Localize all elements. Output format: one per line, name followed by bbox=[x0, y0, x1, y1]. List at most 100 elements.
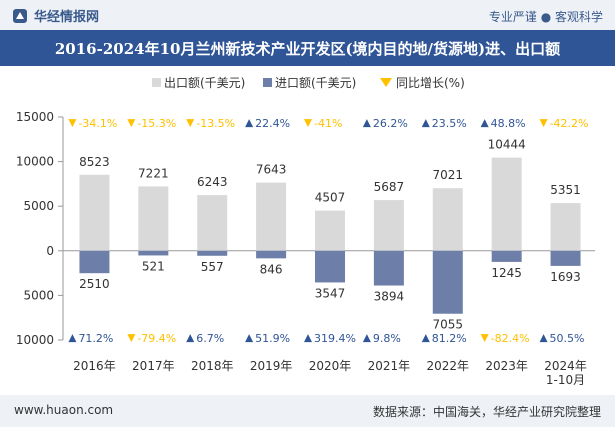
import-value-label: 3547 bbox=[315, 286, 346, 300]
x-tick-label: 2018年 bbox=[191, 359, 234, 373]
import-bar bbox=[197, 250, 228, 256]
export-growth-label-up-icon bbox=[362, 119, 371, 128]
import-growth-label: 9.8% bbox=[373, 332, 401, 345]
export-bar bbox=[79, 174, 110, 251]
legend-import-label: 进口额(千美元) bbox=[275, 76, 356, 90]
import-value-label: 846 bbox=[260, 262, 283, 276]
logo: 华经情报网 bbox=[12, 6, 99, 25]
import-value-label: 1245 bbox=[491, 266, 522, 280]
export-growth-label-up-icon bbox=[245, 119, 254, 128]
import-growth-label: 81.2% bbox=[432, 332, 467, 345]
chart-title: 2016-2024年10月兰州新技术产业开发区(境内目的地/货源地)进、出口额 bbox=[54, 40, 561, 58]
export-bar bbox=[197, 195, 228, 251]
data-source: 数据来源：中国海关，华经产业研究院整理 bbox=[372, 405, 601, 419]
import-value-label: 7055 bbox=[433, 318, 464, 332]
chart-svg: 出口额(千美元) 进口额(千美元) 同比增长(%) 15000 10000 5000 0 5… bbox=[16, 76, 595, 387]
import-bar bbox=[550, 250, 581, 266]
import-growth-label: 71.2% bbox=[78, 332, 113, 345]
export-bar bbox=[315, 210, 345, 251]
export-growth-label: -34.1% bbox=[78, 117, 117, 130]
x-tick-label: 2021年 bbox=[368, 359, 411, 373]
y-tick-label: 15000 bbox=[16, 110, 54, 124]
export-growth-label: 23.5% bbox=[432, 117, 467, 130]
export-bar bbox=[491, 157, 522, 251]
footer-bar bbox=[0, 395, 615, 427]
x-tick-label: 2019年 bbox=[250, 359, 293, 373]
export-growth-label-down-icon bbox=[68, 119, 77, 128]
import-bar bbox=[79, 250, 110, 274]
import-growth-label: -79.4% bbox=[137, 332, 176, 345]
export-growth-label-down-icon bbox=[539, 119, 548, 128]
import-growth-label-up-icon bbox=[304, 334, 312, 343]
import-value-label: 2510 bbox=[79, 277, 110, 291]
import-growth-label-up-icon bbox=[245, 334, 254, 343]
export-value-label: 7221 bbox=[138, 166, 169, 180]
huajing-logo-icon bbox=[13, 8, 27, 23]
y-tick-label: 5000 bbox=[23, 199, 54, 213]
x-tick-label: 2017年 bbox=[132, 359, 175, 373]
website-link[interactable]: www.huaon.com bbox=[14, 403, 114, 417]
legend-import-swatch bbox=[263, 78, 272, 87]
import-value-label: 557 bbox=[201, 260, 224, 274]
export-growth-label: -13.5% bbox=[196, 117, 235, 130]
title-bar bbox=[0, 30, 615, 66]
import-growth-label-up-icon bbox=[186, 334, 195, 343]
logo-text: 华经情报网 bbox=[34, 10, 100, 25]
legend-growth-icon bbox=[380, 78, 392, 87]
header-bar bbox=[0, 0, 615, 30]
export-bar bbox=[432, 188, 463, 251]
export-growth-label: -15.3% bbox=[137, 117, 176, 130]
export-growth-label-down-icon bbox=[304, 119, 312, 128]
import-bar bbox=[315, 250, 345, 283]
legend-export-swatch bbox=[152, 78, 161, 87]
x-tick-label: 2023年 bbox=[485, 359, 528, 373]
x-tick-label: 2022年 bbox=[427, 359, 470, 373]
import-growth-label: 51.9% bbox=[255, 332, 290, 345]
export-growth-label: -41% bbox=[314, 117, 342, 130]
import-value-label: 521 bbox=[142, 259, 165, 273]
export-growth-label: 26.2% bbox=[373, 117, 408, 130]
import-growth-label-up-icon bbox=[68, 334, 77, 343]
import-growth-label: 50.5% bbox=[550, 332, 585, 345]
import-growth-label: 6.7% bbox=[196, 332, 224, 345]
import-growth-label: -82.4% bbox=[491, 332, 530, 345]
x-tick-label: 2016年 bbox=[73, 359, 116, 373]
export-bar bbox=[256, 182, 287, 251]
export-value-label: 7021 bbox=[433, 168, 464, 182]
legend: 出口额(千美元) 进口额(千美元) 同比增长(%) bbox=[152, 76, 465, 90]
import-growth-label: 319.4% bbox=[314, 332, 356, 345]
export-growth-label: 22.4% bbox=[255, 117, 290, 130]
x-tick-label: 2024年 bbox=[544, 359, 587, 373]
export-growth-label-up-icon bbox=[480, 119, 489, 128]
export-value-label: 10444 bbox=[488, 138, 526, 152]
import-bar bbox=[432, 250, 463, 314]
import-growth-label-down-icon bbox=[480, 334, 489, 343]
import-bar bbox=[373, 250, 404, 286]
x-tick-label: 2020年 bbox=[309, 359, 352, 373]
export-growth-label: -42.2% bbox=[550, 117, 589, 130]
legend-export-label: 出口额(千美元) bbox=[164, 76, 245, 90]
import-value-label: 1693 bbox=[550, 270, 581, 284]
export-bar bbox=[138, 186, 169, 251]
export-value-label: 7643 bbox=[256, 163, 287, 177]
data-labels: 8523 2510 -34.1% 71.2% 7221 521 -15.3% -79.4% 62… bbox=[68, 117, 588, 345]
import-bar bbox=[138, 250, 169, 256]
import-growth-label-down-icon bbox=[127, 334, 136, 343]
import-growth-label-up-icon bbox=[421, 334, 430, 343]
import-growth-label-up-icon bbox=[539, 334, 548, 343]
y-tick-label: 10000 bbox=[16, 333, 54, 347]
import-growth-label-up-icon bbox=[362, 334, 371, 343]
import-value-label: 3894 bbox=[374, 290, 405, 304]
export-growth-label-down-icon bbox=[186, 119, 195, 128]
export-growth-label: 48.8% bbox=[491, 117, 526, 130]
y-tick-label: 0 bbox=[46, 244, 54, 258]
export-value-label: 5687 bbox=[374, 180, 405, 194]
export-bar bbox=[373, 200, 404, 251]
export-value-label: 4507 bbox=[315, 191, 346, 205]
import-bar bbox=[256, 250, 287, 259]
legend-growth-label: 同比增长(%) bbox=[396, 76, 465, 90]
export-value-label: 5351 bbox=[550, 183, 581, 197]
export-growth-label-up-icon bbox=[421, 119, 430, 128]
x-axis: 2016年 2017年 2018年 2019年 2020年 2021年 2022年 2023年… bbox=[73, 359, 587, 387]
